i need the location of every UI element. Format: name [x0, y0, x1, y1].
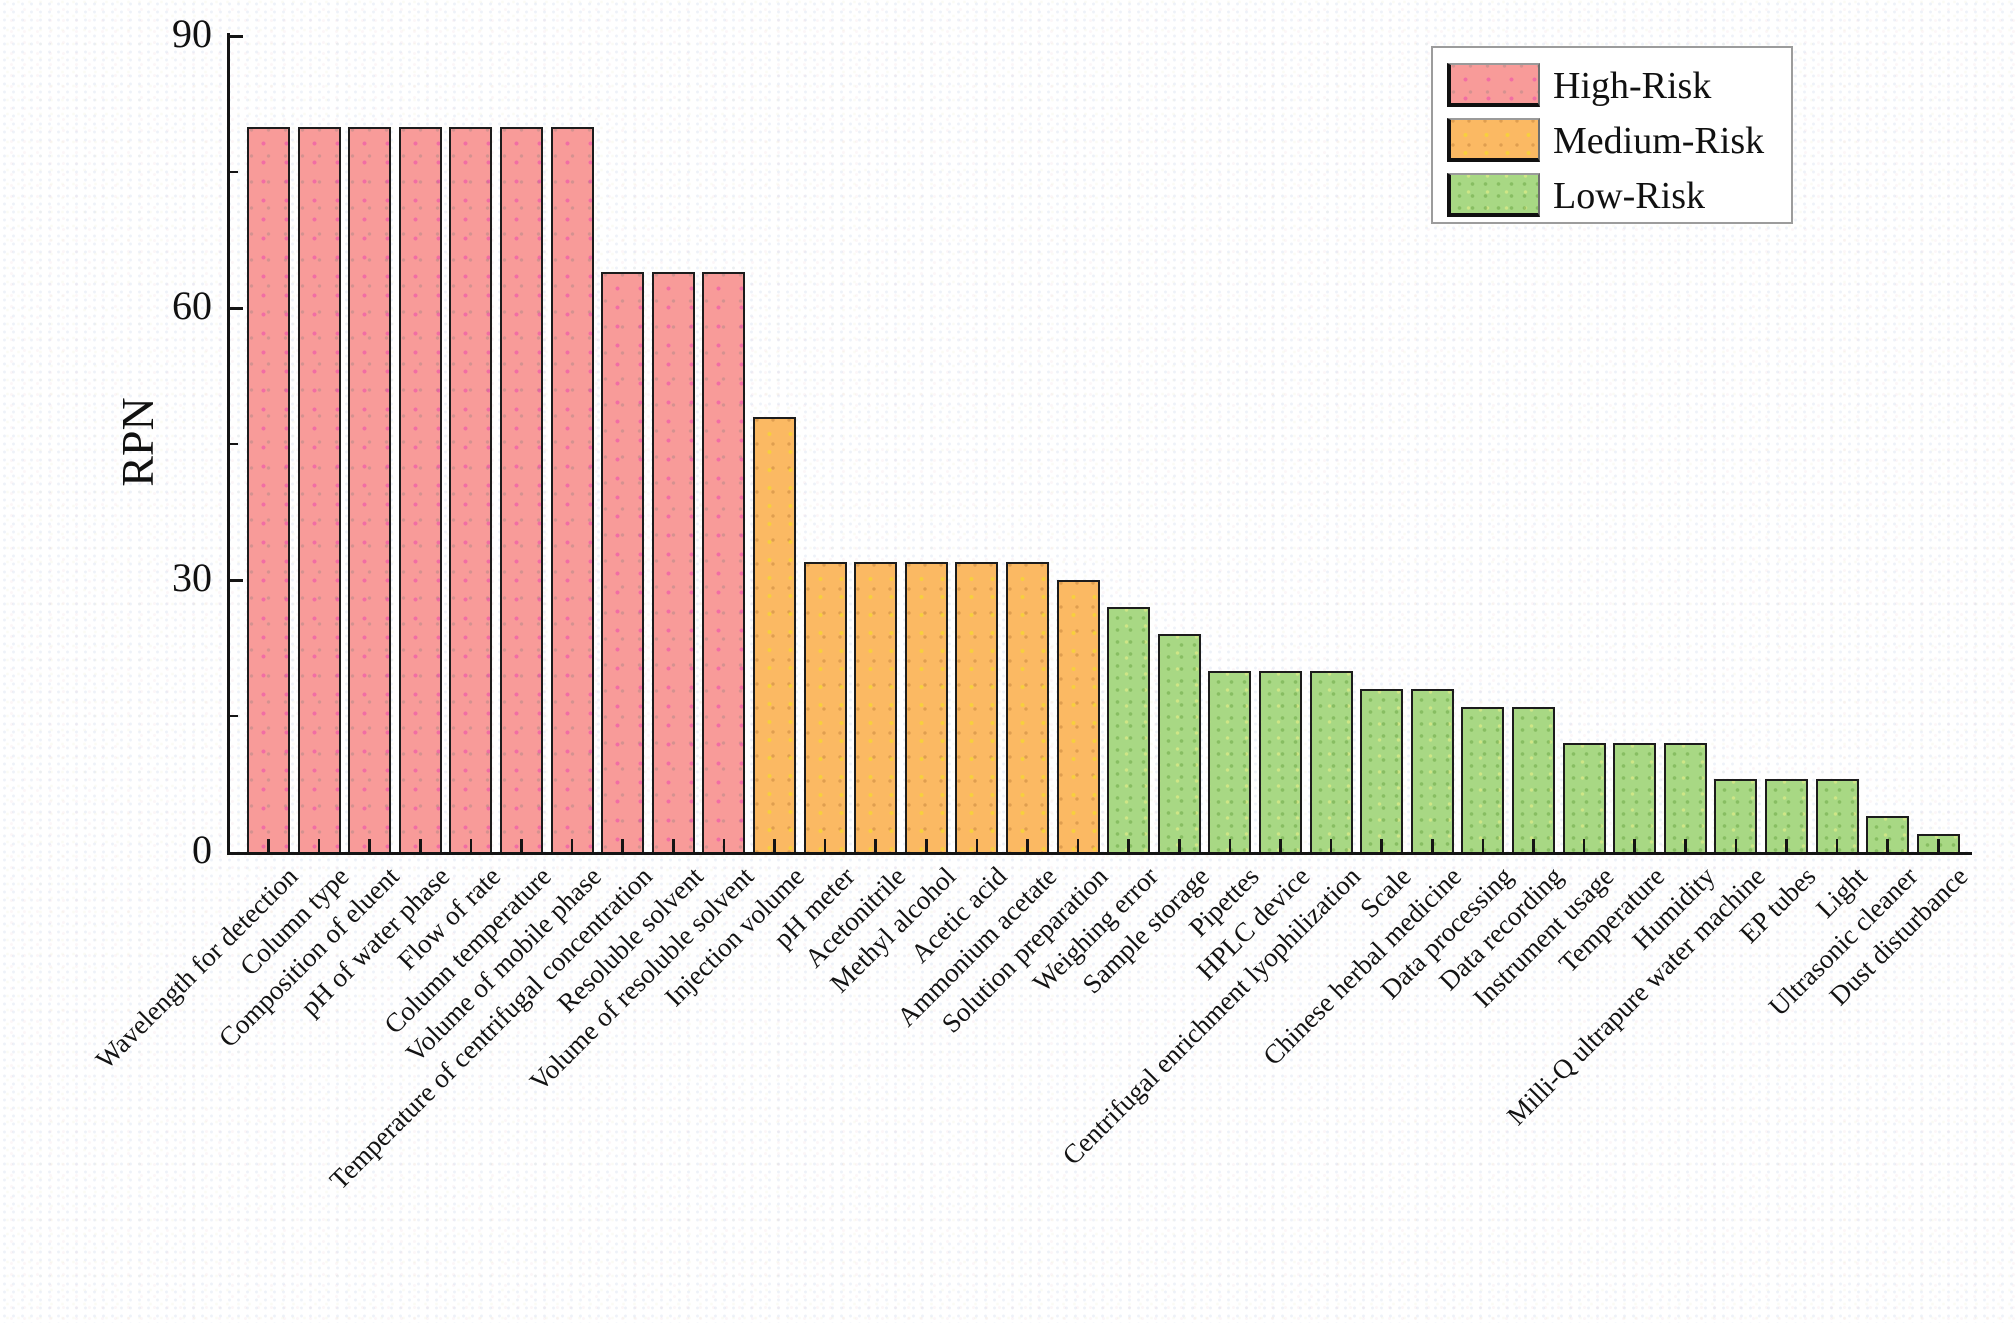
- bar: [1866, 816, 1910, 852]
- y-tick-major: [230, 34, 243, 38]
- x-tick: [570, 839, 574, 852]
- bar: [702, 272, 746, 852]
- x-tick-label: Wavelength for detection: [90, 861, 304, 1075]
- legend-swatch-medium: [1447, 118, 1540, 162]
- y-tick-major: [230, 306, 243, 310]
- y-tick-minor: [230, 442, 238, 446]
- x-tick: [975, 839, 979, 852]
- x-tick: [1937, 839, 1940, 852]
- y-tick-label: 30: [172, 555, 212, 600]
- bar: [1512, 707, 1555, 852]
- bar: [1208, 671, 1252, 852]
- y-axis-line: [227, 33, 230, 855]
- x-tick: [1127, 839, 1130, 852]
- x-tick: [672, 839, 675, 852]
- bar: [1006, 562, 1049, 852]
- x-tick: [773, 839, 776, 852]
- bar: [803, 562, 847, 852]
- bar: [247, 127, 290, 852]
- bar: [1107, 607, 1151, 852]
- x-tick: [1734, 839, 1738, 852]
- x-tick: [1279, 839, 1282, 852]
- y-tick-minor: [230, 170, 238, 174]
- bar: [955, 562, 999, 852]
- x-tick: [1582, 839, 1586, 852]
- x-tick: [1329, 839, 1333, 852]
- x-tick: [419, 839, 422, 852]
- x-tick: [823, 839, 827, 852]
- bar: [651, 272, 695, 852]
- x-axis-line: [227, 852, 1972, 855]
- x-tick: [1886, 839, 1889, 852]
- x-tick: [1785, 839, 1788, 852]
- legend: High-Risk Medium-Risk Low-Risk: [1431, 46, 1793, 224]
- x-tick: [925, 839, 928, 852]
- y-tick-label: 60: [172, 283, 212, 328]
- bar: [1562, 743, 1606, 852]
- x-tick: [1026, 839, 1029, 852]
- bar: [753, 417, 796, 852]
- y-tick-label: 0: [192, 827, 212, 872]
- bar: [1360, 689, 1404, 852]
- legend-label: Low-Risk: [1553, 175, 1705, 217]
- y-axis-title: RPN: [112, 397, 163, 487]
- x-tick: [621, 839, 624, 852]
- x-tick: [1481, 839, 1485, 852]
- x-tick: [520, 839, 523, 852]
- x-tick: [1076, 839, 1080, 852]
- legend-label: High-Risk: [1553, 65, 1712, 107]
- bar: [601, 272, 645, 852]
- bar: [1613, 743, 1657, 852]
- bar: [297, 127, 341, 852]
- x-tick: [1835, 839, 1839, 852]
- y-tick-major: [230, 578, 243, 582]
- bar: [348, 127, 392, 852]
- legend-row: Medium-Risk: [1433, 118, 1791, 162]
- x-tick: [722, 839, 726, 852]
- x-tick: [317, 839, 321, 852]
- bar: [550, 127, 594, 852]
- x-tick: [874, 839, 877, 852]
- legend-row: High-Risk: [1433, 63, 1791, 107]
- legend-swatch-high: [1447, 63, 1540, 107]
- x-tick: [1228, 839, 1232, 852]
- x-tick: [469, 839, 473, 852]
- x-tick: [1178, 839, 1181, 852]
- legend-row: Low-Risk: [1433, 173, 1791, 217]
- bar: [1309, 671, 1353, 852]
- bar: [854, 562, 898, 852]
- bar: [1461, 707, 1505, 852]
- bar: [1663, 743, 1707, 852]
- y-tick-minor: [230, 714, 238, 718]
- legend-label: Medium-Risk: [1553, 120, 1765, 162]
- bar: [1157, 634, 1201, 852]
- y-tick-label: 90: [172, 11, 212, 56]
- bar: [1410, 689, 1454, 852]
- x-tick: [1633, 839, 1636, 852]
- bar: [500, 127, 543, 852]
- bar: [1056, 580, 1100, 852]
- x-tick: [1380, 839, 1383, 852]
- x-tick: [267, 839, 270, 852]
- bar: [449, 127, 493, 852]
- legend-swatch-low: [1447, 173, 1540, 217]
- x-tick: [1431, 839, 1434, 852]
- bar: [398, 127, 442, 852]
- x-tick: [1532, 839, 1535, 852]
- bar: [1259, 671, 1302, 852]
- x-tick: [1684, 839, 1687, 852]
- bar: [904, 562, 948, 852]
- x-tick: [368, 839, 371, 852]
